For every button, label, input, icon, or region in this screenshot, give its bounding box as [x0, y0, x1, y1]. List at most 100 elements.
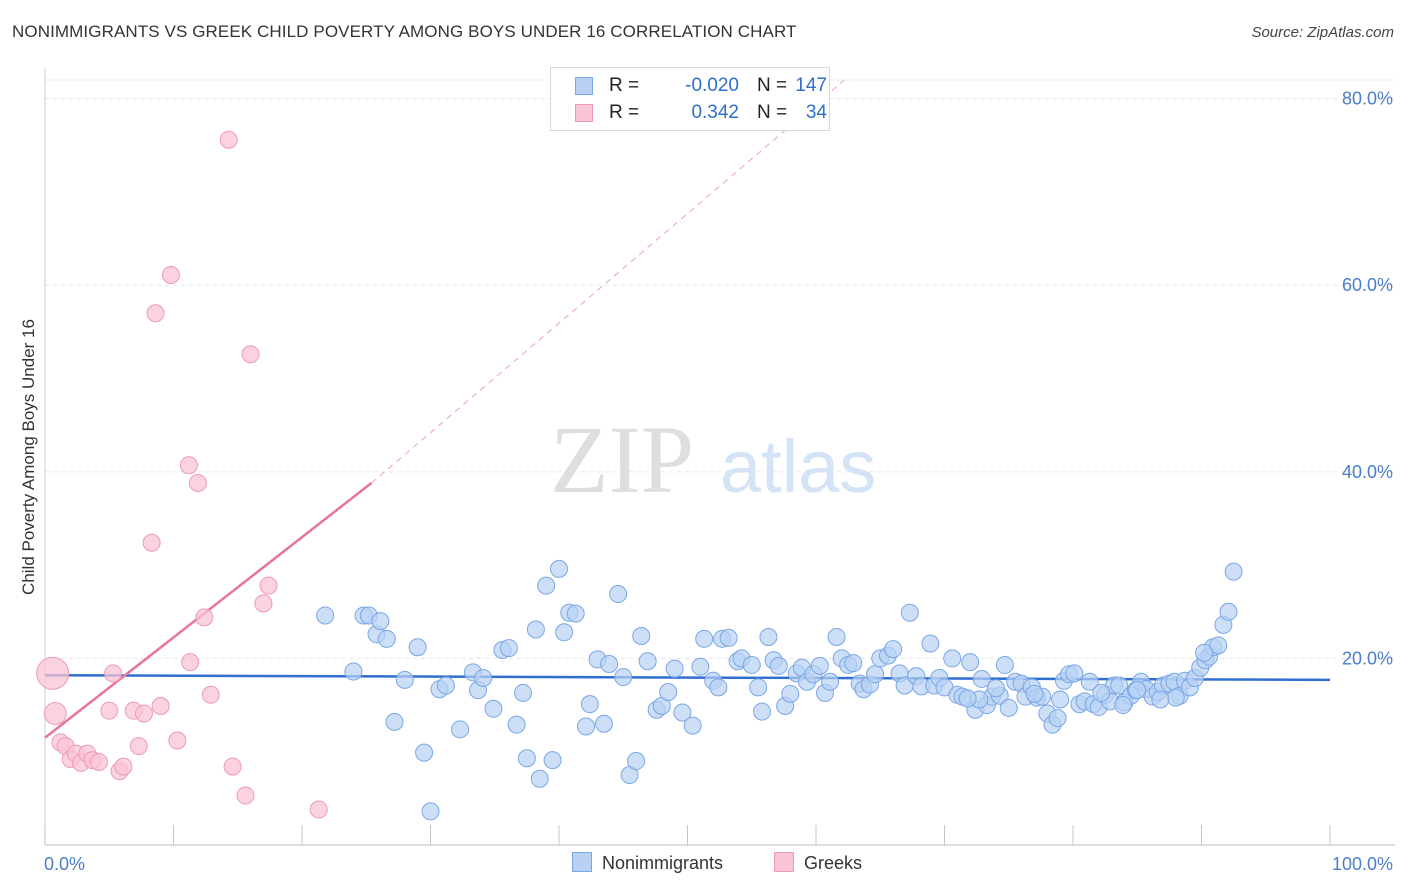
nonimmigrants-point [638, 652, 657, 671]
source-credit: Source: ZipAtlas.com [1251, 24, 1394, 41]
greeks-point [168, 731, 187, 750]
greeks-point [188, 474, 207, 493]
y-tick-label: 20.0% [1342, 648, 1393, 668]
gridlines [45, 79, 1395, 659]
nonimmigrants-point [371, 612, 390, 631]
greeks-point [309, 800, 328, 819]
nonimmigrants-point [600, 655, 619, 674]
nonimmigrants-point [566, 604, 585, 623]
nonimmigrants-point [580, 695, 599, 714]
nonimmigrants-point [517, 749, 536, 768]
greeks-point [254, 594, 273, 613]
nonimmigrants-point [742, 655, 761, 674]
bottom-legend-nonimmigrants: Nonimmigrants [572, 852, 723, 874]
nonimmigrants-point [499, 639, 518, 658]
nonimmigrants-point [1092, 683, 1111, 702]
nonimmigrants-point [632, 627, 651, 646]
nonimmigrants-point [961, 653, 980, 672]
chart-title: NONIMMIGRANTS VS GREEK CHILD POVERTY AMO… [12, 22, 797, 41]
nonimmigrants-point [1224, 562, 1243, 581]
nonimmigrants-point [415, 743, 434, 762]
nonimmigrants-point [377, 629, 396, 648]
nonimmigrants-point [659, 683, 678, 701]
tick-labels: 20.0% 40.0% 60.0% 80.0% 0.0% 100.0% [44, 89, 1393, 874]
nonimmigrants-point [550, 559, 568, 578]
nonimmigrants-point [594, 714, 613, 733]
x-tick-label: 100.0% [1332, 854, 1393, 874]
greeks-point [89, 752, 108, 771]
nonimmigrants-point [665, 659, 684, 678]
nonimmigrants-point [484, 699, 503, 718]
nonimmigrants-point [507, 715, 526, 734]
nonimmigrants-point [451, 720, 470, 739]
nonimmigrants-point [709, 678, 728, 697]
legend-r-value: -0.020 [685, 75, 739, 96]
nonimmigrants-point [576, 717, 595, 736]
greeks-point [195, 608, 214, 627]
nonimmigrants-point [555, 623, 574, 642]
greeks-point [259, 576, 278, 595]
greeks-point [100, 701, 119, 720]
nonimmigrants-point [614, 668, 633, 687]
nonimmigrants-point [316, 606, 335, 625]
greeks-point [36, 656, 70, 690]
legend-n-value: 34 [805, 102, 827, 123]
legend-r-label: R = [609, 102, 640, 123]
nonimmigrants-point [1114, 696, 1133, 715]
greeks-point [241, 345, 260, 364]
nonimmigrants-point [1166, 688, 1185, 707]
greeks-point [236, 786, 255, 805]
nonimmigrants-point [866, 665, 885, 684]
greeks-point [151, 696, 170, 715]
nonimmigrants-point [537, 576, 556, 595]
y-axis-label: Child Poverty Among Boys Under 16 [19, 319, 38, 595]
nonimmigrants-points [316, 559, 1243, 821]
nonimmigrants-point [749, 678, 768, 697]
nonimmigrants-point [408, 638, 427, 657]
watermark-atlas: atlas [720, 425, 876, 508]
nonimmigrants-point [719, 628, 738, 647]
greeks-point [104, 664, 123, 683]
nonimmigrants-point [526, 620, 545, 639]
greeks-point [134, 704, 153, 723]
nonimmigrants-point [769, 656, 788, 675]
nonimmigrants-point [995, 655, 1014, 674]
greeks-point [114, 757, 133, 776]
nonimmigrants-point [395, 670, 414, 689]
x-tick-label: 0.0% [44, 854, 85, 874]
nonimmigrants-point [1219, 602, 1238, 621]
bottom-legend-label: Nonimmigrants [602, 853, 724, 873]
nonimmigrants-point [514, 683, 533, 702]
nonimmigrants-point [695, 629, 714, 648]
greeks-point [142, 533, 161, 552]
nonimmigrants-point [1080, 672, 1099, 691]
legend-n-value: 147 [795, 75, 827, 96]
greeks-point [129, 737, 148, 756]
nonimmigrants-point [1051, 690, 1070, 709]
nonimmigrants-point [691, 657, 710, 676]
nonimmigrants-point [530, 769, 549, 788]
nonimmigrants-point [844, 654, 863, 673]
legend-r-value: 0.342 [691, 102, 739, 123]
y-tick-label: 40.0% [1342, 462, 1393, 482]
greeks-point [161, 265, 180, 284]
nonimmigrants-point [1048, 709, 1067, 728]
nonimmigrants-point [821, 672, 840, 691]
greeks-point [179, 456, 198, 475]
nonimmigrants-point [344, 662, 363, 681]
correlation-legend: R = -0.020 N = 147 R = 0.342 N = 34 [550, 67, 830, 131]
nonimmigrants-point [986, 679, 1005, 698]
greeks-point [146, 304, 165, 323]
nonimmigrants-point [900, 603, 919, 622]
bottom-legend-greeks: Greeks [774, 852, 862, 874]
axes [44, 68, 1395, 846]
nonimmigrants-point [759, 627, 778, 646]
bottom-legend-label: Greeks [804, 853, 863, 873]
greeks-point [223, 757, 242, 776]
nonimmigrants-point [753, 702, 772, 721]
nonimmigrants-point [543, 751, 562, 770]
y-tick-label: 80.0% [1342, 89, 1393, 109]
nonimmigrants-point [1128, 681, 1147, 700]
nonimmigrants-point [683, 716, 702, 735]
